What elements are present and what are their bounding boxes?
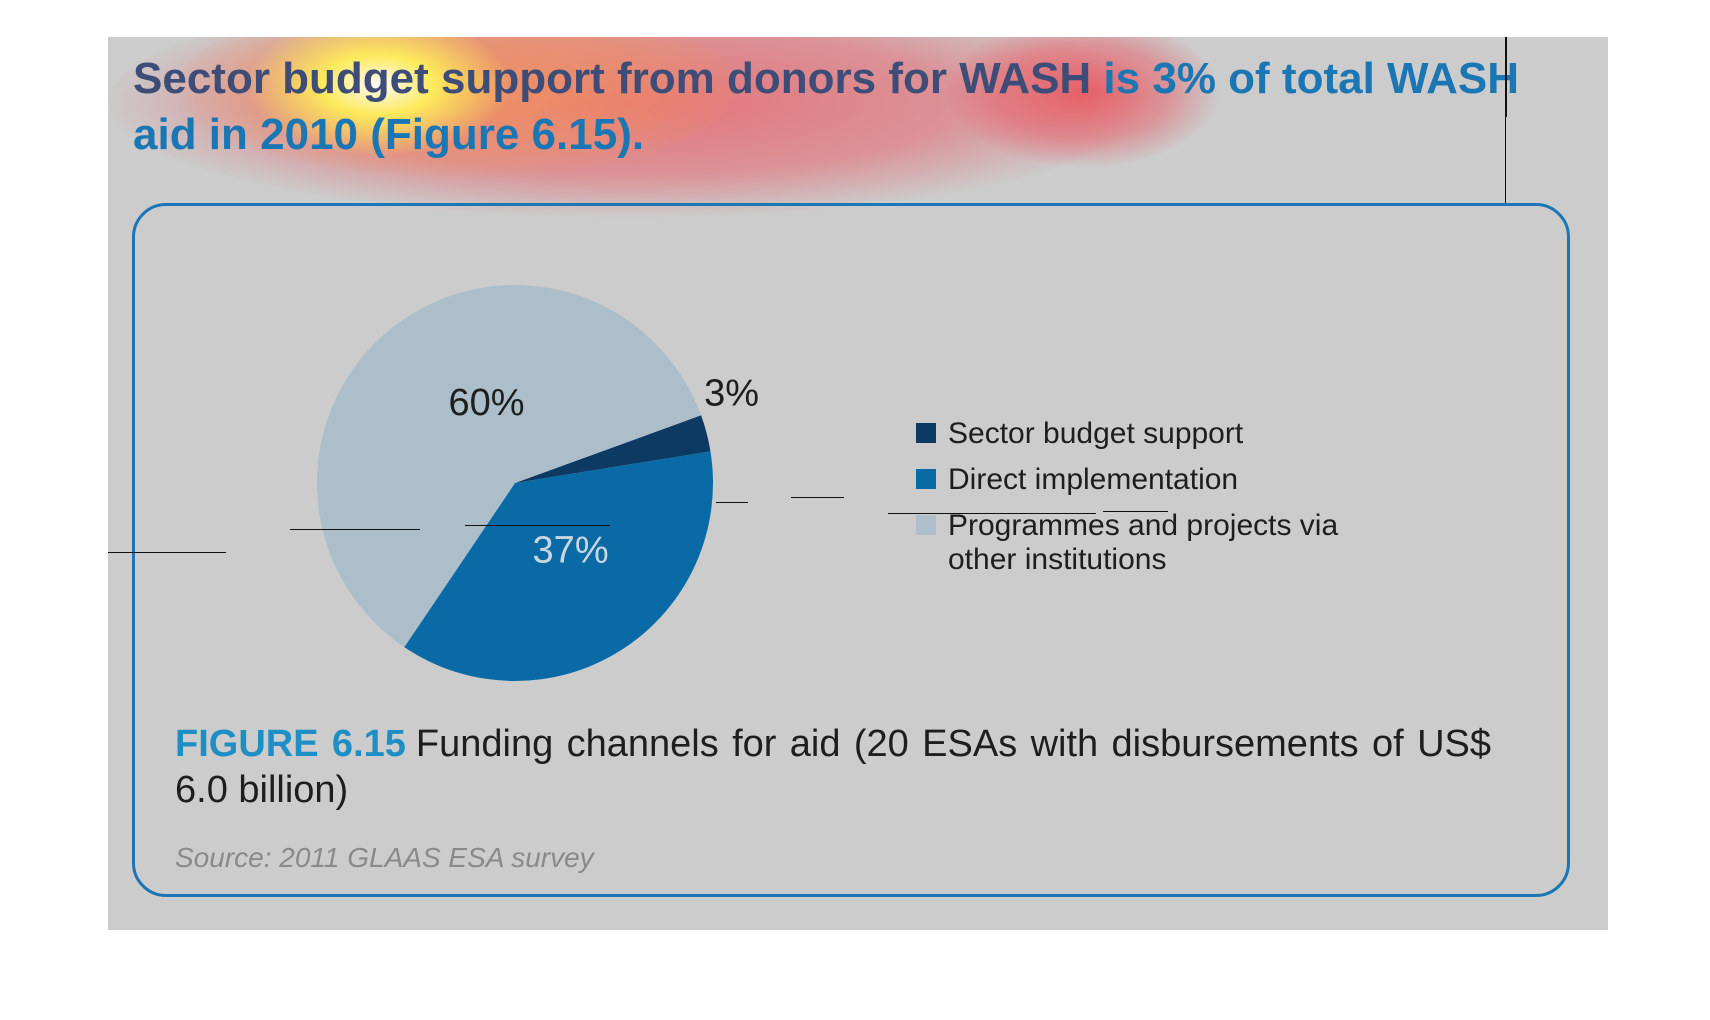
source-note: Source: 2011 GLAAS ESA survey xyxy=(175,842,594,873)
legend-label: Programmes and projects via other instit… xyxy=(948,509,1339,576)
pie-slice xyxy=(404,451,713,681)
rule-line xyxy=(716,502,748,503)
rule-line xyxy=(1103,511,1168,512)
caption-text: Funding channels for aid (20 ESAs with d… xyxy=(175,723,1491,811)
legend-swatch xyxy=(916,423,936,443)
pie-slice-label: 3% xyxy=(704,373,759,415)
legend-label: Sector budget support xyxy=(948,417,1244,450)
headline-dim-part: Sector budget support from donors for WA… xyxy=(133,54,1092,103)
figure-box xyxy=(132,203,1570,897)
pie-chart: 3% 37% 60% xyxy=(316,284,759,681)
headline-accent-part: is 3% of total WASH aid in 2010 (Figure … xyxy=(133,54,1520,159)
rule-line xyxy=(888,513,1096,514)
figure-number: FIGURE 6.15 xyxy=(175,723,406,765)
rule-line xyxy=(108,552,226,553)
legend-item: Programmes and projects via other instit… xyxy=(916,509,1368,577)
cursor-line xyxy=(1505,37,1507,117)
pie-slice xyxy=(316,284,702,648)
slide-panel: Sector budget support from donors for WA… xyxy=(108,37,1608,930)
legend-item: Sector budget support xyxy=(916,417,1368,451)
pie-slice-label: 60% xyxy=(449,382,525,424)
legend-swatch xyxy=(916,469,936,489)
headline: Sector budget support from donors for WA… xyxy=(133,51,1573,163)
figure-caption: FIGURE 6.15 Funding channels for aid (20 … xyxy=(175,721,1491,813)
legend-label: Direct implementation xyxy=(948,463,1239,496)
rule-line xyxy=(465,525,610,526)
pie-slice xyxy=(515,415,711,483)
rule-line xyxy=(791,497,844,498)
legend-item: Direct implementation xyxy=(916,463,1368,497)
pie-slice-label: 37% xyxy=(533,530,609,572)
legend-swatch xyxy=(916,515,936,535)
cursor-line xyxy=(1505,117,1506,203)
rule-line xyxy=(290,529,420,530)
chart-legend: Sector budget support Direct implementat… xyxy=(916,417,1368,589)
